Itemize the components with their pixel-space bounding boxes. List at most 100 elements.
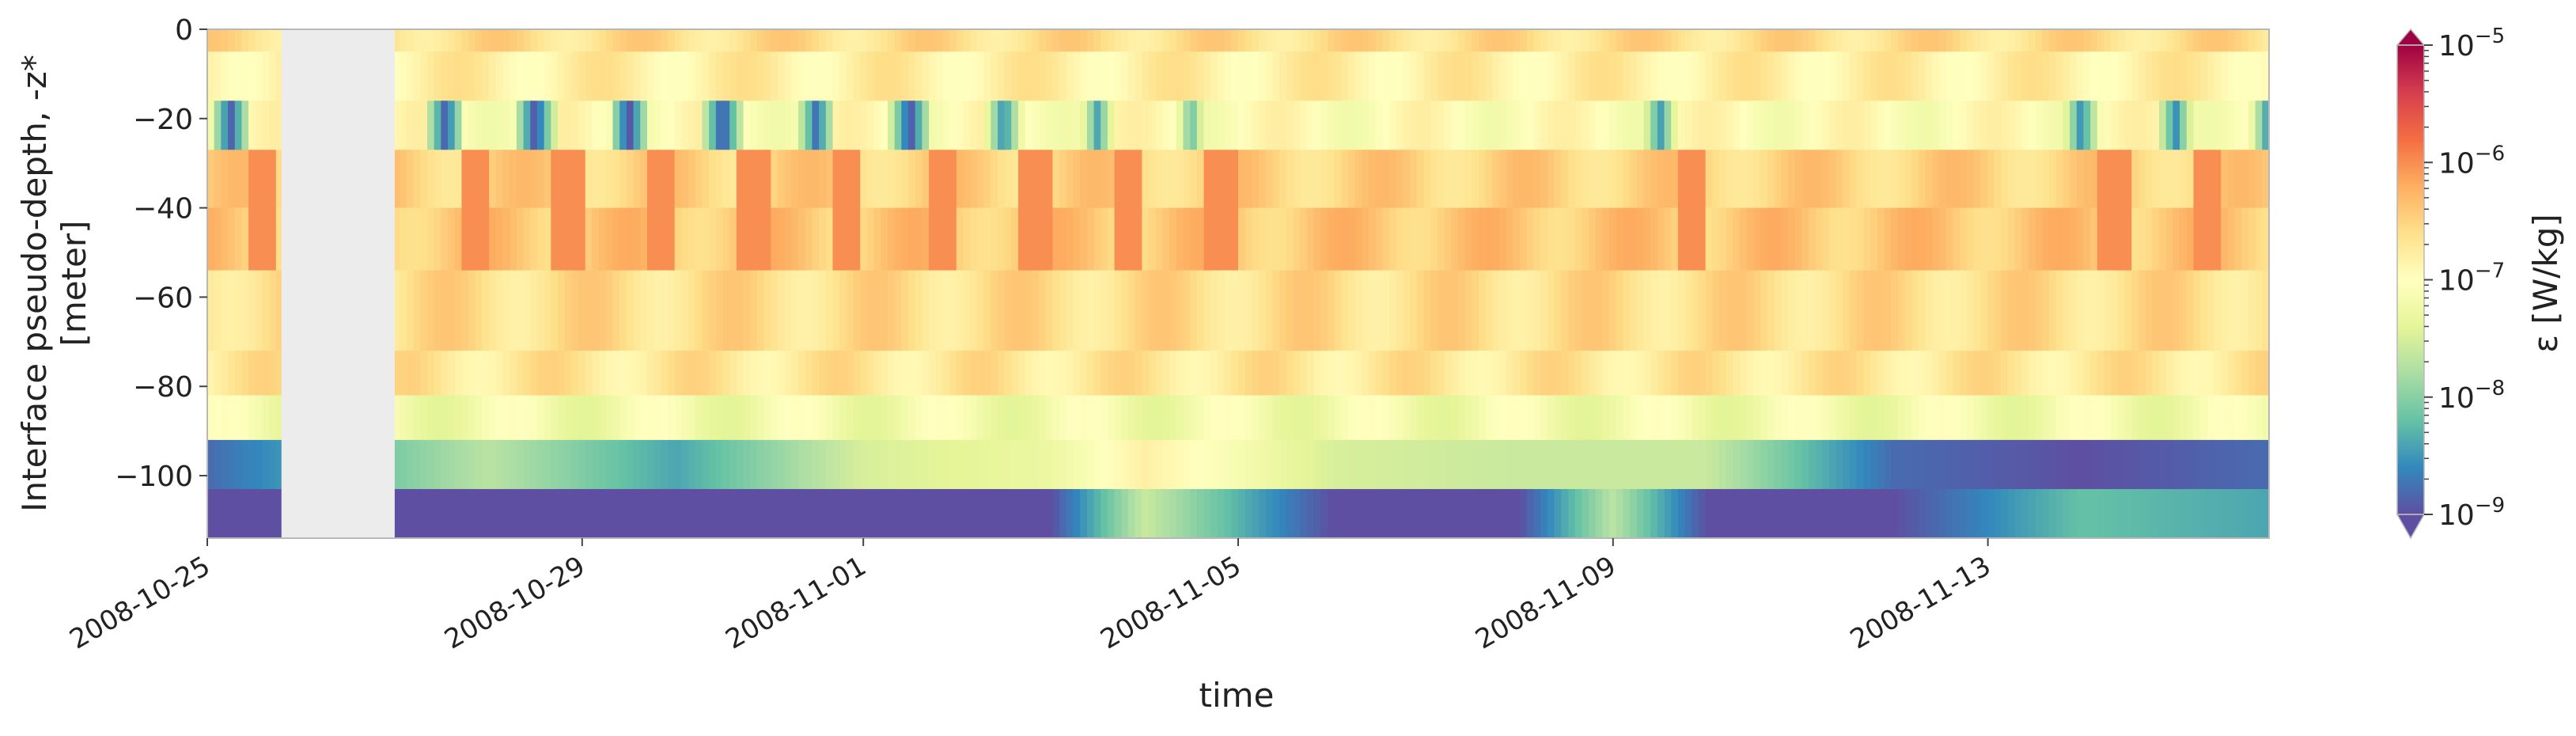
heatmap-cell bbox=[1822, 270, 1830, 351]
heatmap-cell bbox=[784, 101, 793, 150]
heatmap-cell bbox=[963, 395, 972, 441]
heatmap-cell bbox=[812, 51, 820, 101]
heatmap-cell bbox=[1589, 488, 1597, 538]
heatmap-cell bbox=[2255, 150, 2263, 209]
heatmap-cell bbox=[1609, 150, 1617, 209]
heatmap-cell bbox=[1093, 207, 1102, 271]
heatmap-cell bbox=[736, 488, 744, 538]
heatmap-cell bbox=[1774, 439, 1782, 490]
heatmap-cell bbox=[1794, 207, 1803, 271]
heatmap-cell bbox=[420, 395, 428, 441]
heatmap-cell bbox=[1554, 29, 1563, 52]
heatmap-cell bbox=[454, 351, 463, 396]
heatmap-cell bbox=[2070, 150, 2078, 209]
heatmap-cell bbox=[1623, 439, 1631, 490]
heatmap-cell bbox=[1960, 270, 1968, 351]
heatmap-cell bbox=[729, 51, 737, 101]
heatmap-cell bbox=[1430, 351, 1438, 396]
heatmap-cell bbox=[619, 270, 627, 351]
heatmap-cell bbox=[275, 439, 284, 490]
heatmap-cell bbox=[681, 270, 689, 351]
heatmap-cell bbox=[1616, 488, 1624, 538]
heatmap-cell bbox=[1203, 395, 1212, 441]
x-tick-label: 2008-10-25 bbox=[64, 550, 215, 655]
heatmap-cell bbox=[970, 488, 978, 538]
heatmap-cell bbox=[942, 101, 950, 150]
heatmap-cell bbox=[688, 101, 696, 150]
heatmap-cell bbox=[1877, 351, 1885, 396]
heatmap-cell bbox=[640, 101, 648, 150]
heatmap-cell bbox=[2124, 51, 2133, 101]
heatmap-cell bbox=[221, 207, 229, 271]
heatmap-cell bbox=[1877, 101, 1885, 150]
heatmap-cell bbox=[2200, 207, 2208, 271]
heatmap-cell bbox=[832, 395, 840, 441]
heatmap-cell bbox=[1925, 439, 1934, 490]
heatmap-cell bbox=[784, 29, 793, 52]
heatmap-cell bbox=[1114, 351, 1123, 396]
heatmap-cell bbox=[1252, 439, 1260, 490]
heatmap-cell bbox=[1589, 29, 1597, 52]
heatmap-cell bbox=[1306, 207, 1315, 271]
heatmap-cell bbox=[1567, 439, 1576, 490]
heatmap-cell bbox=[2159, 395, 2167, 441]
heatmap-cell bbox=[1155, 51, 1164, 101]
heatmap-cell bbox=[1086, 439, 1095, 490]
heatmap-cell bbox=[2083, 29, 2091, 52]
heatmap-cell bbox=[1980, 51, 1988, 101]
heatmap-cell bbox=[1080, 395, 1088, 441]
heatmap-cell bbox=[1354, 488, 1363, 538]
heatmap-cell bbox=[1238, 101, 1246, 150]
heatmap-cell bbox=[255, 51, 263, 101]
heatmap-cell bbox=[1733, 207, 1741, 271]
heatmap-cell bbox=[516, 270, 525, 351]
heatmap-cell bbox=[1341, 395, 1349, 441]
heatmap-cell bbox=[2070, 207, 2078, 271]
heatmap-cell bbox=[619, 150, 627, 209]
heatmap-cell bbox=[2097, 29, 2105, 52]
heatmap-cell bbox=[702, 395, 710, 441]
heatmap-cell bbox=[1423, 351, 1432, 396]
heatmap-cell bbox=[681, 207, 689, 271]
heatmap-cell bbox=[2221, 51, 2229, 101]
heatmap-cell bbox=[1671, 488, 1679, 538]
heatmap-cell bbox=[2028, 29, 2036, 52]
heatmap-cell bbox=[626, 488, 635, 538]
heatmap-cell bbox=[1492, 51, 1500, 101]
heatmap-cell bbox=[495, 207, 504, 271]
heatmap-cell bbox=[1423, 207, 1432, 271]
heatmap-cell bbox=[1843, 395, 1851, 441]
heatmap-cell bbox=[1176, 51, 1184, 101]
heatmap-cell bbox=[1787, 29, 1796, 52]
heatmap-cell bbox=[1547, 51, 1555, 101]
heatmap-cell bbox=[1595, 488, 1604, 538]
heatmap-cell bbox=[1513, 101, 1521, 150]
heatmap-cell bbox=[756, 101, 765, 150]
heatmap-cell bbox=[221, 150, 229, 209]
heatmap-cell bbox=[777, 207, 786, 271]
heatmap-cell bbox=[1801, 351, 1809, 396]
colorbar-tick-label: 10−8 bbox=[2438, 377, 2505, 415]
heatmap-cell bbox=[536, 29, 545, 52]
heatmap-cell bbox=[1939, 439, 1947, 490]
heatmap-cell bbox=[702, 270, 710, 351]
heatmap-cell bbox=[949, 351, 957, 396]
heatmap-cell bbox=[1086, 207, 1095, 271]
heatmap-cell bbox=[702, 207, 710, 271]
heatmap-cell bbox=[2028, 51, 2036, 101]
heatmap-cell bbox=[1850, 101, 1858, 150]
heatmap-cell bbox=[1313, 150, 1322, 209]
heatmap-cell bbox=[991, 439, 998, 490]
heatmap-cell bbox=[1293, 488, 1301, 538]
heatmap-cell bbox=[1547, 207, 1555, 271]
heatmap-cell bbox=[1025, 207, 1033, 271]
heatmap-cell bbox=[1286, 207, 1294, 271]
heatmap-cell bbox=[873, 101, 882, 150]
heatmap-cell bbox=[1423, 439, 1432, 490]
heatmap-cell bbox=[495, 51, 504, 101]
heatmap-cell bbox=[1932, 270, 1940, 351]
heatmap-cell bbox=[1904, 150, 1913, 209]
heatmap-cell bbox=[681, 101, 689, 150]
heatmap-cell bbox=[1767, 150, 1775, 209]
heatmap-cell bbox=[2111, 29, 2119, 52]
